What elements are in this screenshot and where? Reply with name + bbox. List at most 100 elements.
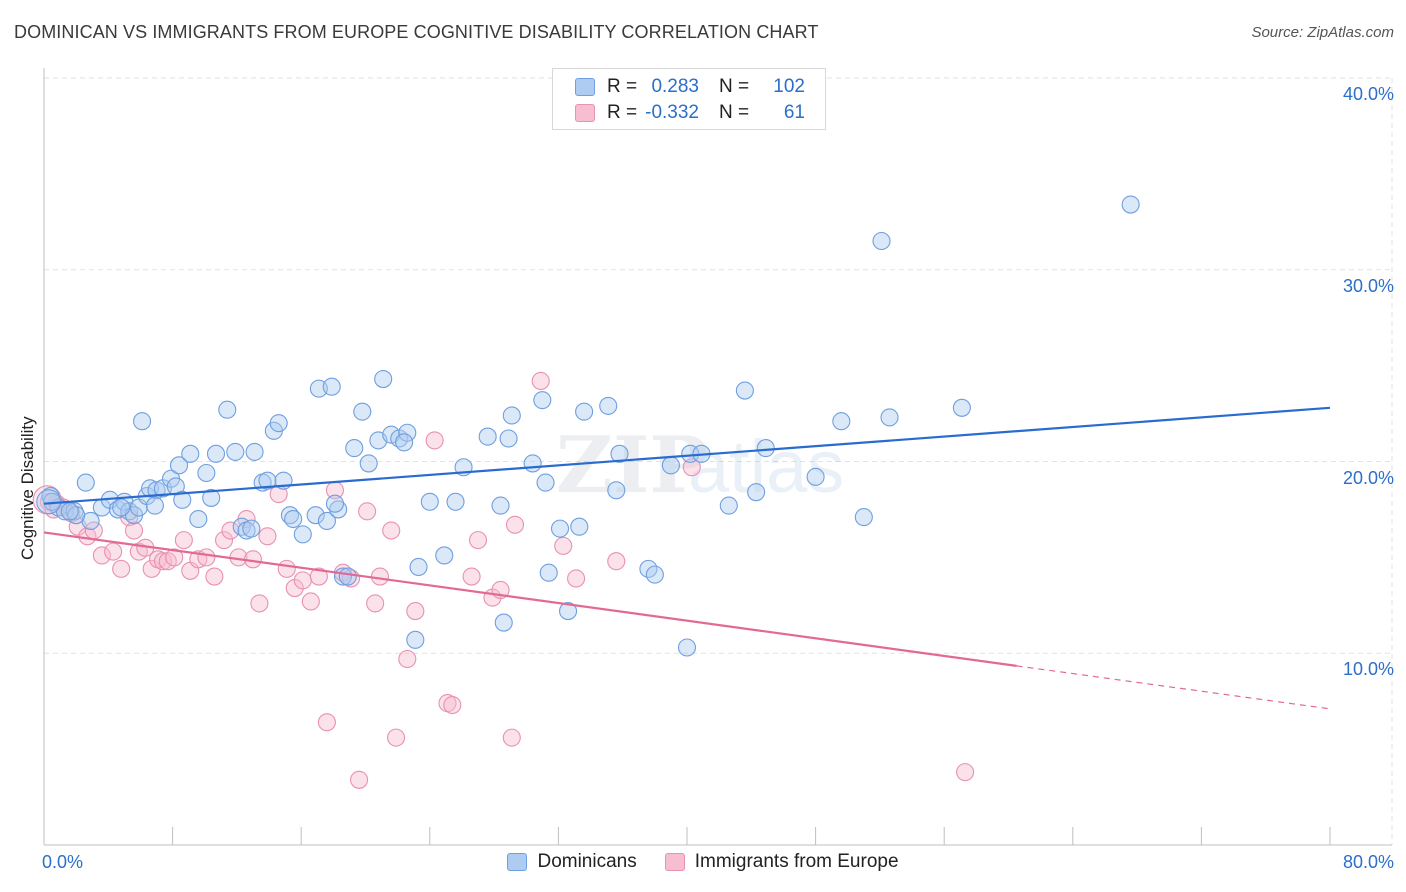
data-point (599, 396, 618, 415)
legend-r-key: R = (607, 76, 638, 97)
data-point (322, 377, 341, 396)
chart-title: DOMINICAN VS IMMIGRANTS FROM EUROPE COGN… (14, 22, 819, 42)
legend-swatch-dominicans (507, 853, 528, 871)
data-point (570, 517, 589, 536)
data-point (206, 444, 226, 463)
data-point (173, 490, 192, 509)
data-point (443, 695, 462, 715)
data-point (269, 414, 288, 433)
data-point (531, 371, 550, 391)
data-point (306, 506, 325, 525)
data-point (661, 456, 680, 475)
data-point (607, 552, 626, 571)
source-label: Source: ZipAtlas.com (1251, 24, 1394, 41)
legend-label-dominicans: Dominicans (537, 851, 637, 872)
axes (43, 68, 1392, 846)
data-point (189, 509, 208, 529)
legend-n-value: 61 (783, 102, 805, 123)
data-point (558, 602, 578, 621)
data-point (242, 519, 261, 538)
data-point (258, 527, 277, 546)
data-point (338, 567, 357, 586)
data-point (502, 406, 521, 425)
data-point (258, 471, 277, 490)
data-point (491, 496, 510, 515)
trendline-dominicans (43, 406, 1331, 505)
data-point (462, 567, 481, 586)
data-point (309, 567, 328, 586)
data-point (747, 483, 766, 502)
data-point (386, 728, 406, 747)
data-point (124, 521, 144, 540)
data-point (345, 439, 364, 458)
data-point (76, 473, 95, 492)
trendline-europe-extension (1016, 665, 1331, 710)
trendline-europe (43, 531, 1017, 667)
stats-legend: R = 0.283 N = 102 R = -0.332 N = 61 (552, 68, 826, 130)
data-point (181, 444, 200, 463)
data-point (446, 492, 465, 511)
y-axis-label: Cognitive Disability (18, 416, 37, 560)
legend-swatch-europe (664, 853, 685, 871)
data-point (719, 496, 738, 515)
data-point (153, 552, 173, 571)
data-point (539, 563, 558, 582)
data-point (398, 649, 417, 669)
data-point (374, 369, 393, 389)
legend-swatch-europe (575, 104, 595, 122)
legend-item-europe: Immigrants from Europe (664, 851, 899, 873)
data-point (398, 423, 417, 442)
data-point (359, 454, 378, 473)
legend-n-key: N = (719, 102, 750, 123)
legend-r-key: R = (607, 102, 638, 123)
data-point (677, 638, 697, 657)
data-point (550, 519, 570, 538)
data-point (60, 502, 79, 521)
data-point (197, 463, 216, 483)
legend-row-europe: R = -0.332 N = 61 (575, 100, 805, 126)
data-point (245, 442, 264, 461)
data-point (205, 567, 224, 586)
data-point (406, 630, 425, 649)
data-point (226, 442, 245, 461)
data-point (523, 454, 542, 473)
x-tick-label: 80.0% (1342, 852, 1394, 872)
data-point (435, 546, 454, 565)
data-point (370, 567, 390, 586)
data-point (533, 391, 552, 410)
data-point (425, 431, 444, 450)
legend-n-value: 102 (773, 76, 805, 97)
data-point (406, 602, 425, 621)
data-point (502, 728, 521, 747)
legend-r-value: 0.283 (651, 76, 699, 97)
data-point (607, 481, 626, 500)
legend-n-key: N = (719, 76, 750, 97)
data-point (250, 594, 269, 613)
data-point (366, 594, 385, 613)
data-point (92, 546, 111, 565)
data-point (499, 429, 518, 448)
data-point (832, 412, 851, 431)
data-point (567, 569, 586, 588)
data-point (682, 458, 701, 477)
data-point (382, 521, 401, 540)
y-tick-label: 10.0% (1342, 659, 1394, 680)
data-point (325, 494, 345, 513)
watermark-zip: ZIP (556, 420, 708, 511)
data-point (284, 509, 303, 529)
data-point (112, 498, 131, 517)
data-point (277, 559, 296, 578)
data-point (478, 427, 497, 446)
data-point (952, 398, 971, 417)
data-point (468, 531, 488, 550)
watermark-atlas: atlas (688, 425, 844, 508)
data-point (610, 444, 629, 463)
data-point (317, 511, 336, 530)
data-point (854, 508, 873, 527)
data-point (645, 565, 664, 584)
data-point (165, 548, 184, 567)
data-point (1121, 195, 1140, 214)
trendlines (43, 406, 1331, 710)
data-point (197, 548, 216, 567)
